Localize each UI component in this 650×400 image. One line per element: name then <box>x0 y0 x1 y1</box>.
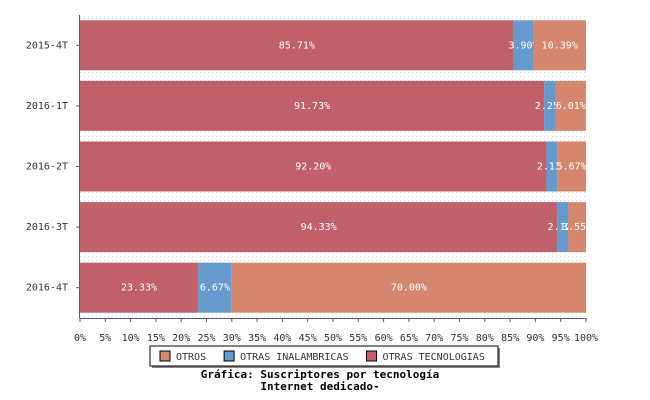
bar-segment <box>557 141 586 192</box>
bar-segment <box>80 202 558 253</box>
bar-segment <box>546 141 558 192</box>
legend-swatch <box>159 350 171 362</box>
bar-segment <box>80 80 545 131</box>
data-label: 5.67% <box>557 162 587 173</box>
x-tick-label: 65% <box>400 333 418 344</box>
x-tick-label: 70% <box>425 333 443 344</box>
legend-label: OTROS <box>176 352 206 363</box>
x-tick-label: 25% <box>197 333 215 344</box>
data-label: 2.13% <box>537 162 567 173</box>
data-label: 23.33% <box>121 283 157 294</box>
x-tick-label: 45% <box>299 333 317 344</box>
x-tick-label: 55% <box>349 333 367 344</box>
x-tick-label: 50% <box>324 333 342 344</box>
x-tick-label: 75% <box>450 333 468 344</box>
chart-subtitle: Internet dedicado- <box>260 380 379 393</box>
x-tick-label: 100% <box>574 333 598 344</box>
data-label: 3.90% <box>509 40 539 51</box>
data-label: 85.71% <box>279 40 315 51</box>
x-tick-label: 90% <box>526 333 544 344</box>
x-tick-label: 20% <box>172 333 190 344</box>
bar-segment <box>513 20 534 71</box>
data-label: 94.33% <box>301 222 337 233</box>
data-label: 6.01% <box>556 101 586 112</box>
x-tick-label: 80% <box>476 333 494 344</box>
bar-segment <box>544 80 556 131</box>
x-tick-label: 60% <box>375 333 393 344</box>
data-label: 10.39% <box>542 40 578 51</box>
x-tick-label: 0% <box>74 333 86 344</box>
bar-segment <box>533 20 586 71</box>
data-label: 91.73% <box>294 101 330 112</box>
bar-segment <box>231 262 587 313</box>
bar-segment <box>555 80 586 131</box>
x-tick-label: 35% <box>248 333 266 344</box>
x-tick-label: 30% <box>223 333 241 344</box>
legend-label: OTRAS INALAMBRICAS <box>240 352 348 363</box>
data-label: 6.67% <box>200 283 230 294</box>
bar-segment <box>557 202 569 253</box>
y-tick-label: 2016-1T <box>26 101 68 112</box>
data-label: 2.25% <box>535 101 565 112</box>
bar-segment <box>198 262 232 313</box>
y-tick-label: 2016-4T <box>26 283 68 294</box>
data-label: 70.00% <box>391 283 427 294</box>
chart-title: Gráfica: Suscriptores por tecnología <box>201 368 439 381</box>
bar-segment <box>80 262 199 313</box>
legend-swatch <box>223 350 235 362</box>
bar-segment <box>80 20 514 71</box>
x-tick-label: 10% <box>122 333 140 344</box>
x-tick-label: 15% <box>147 333 165 344</box>
x-tick-label: 85% <box>501 333 519 344</box>
legend-box <box>149 345 499 367</box>
bar-segment <box>80 141 547 192</box>
data-label: 92.20% <box>295 162 331 173</box>
x-tick-label: 40% <box>273 333 291 344</box>
data-label: 2.12% <box>548 222 578 233</box>
x-tick-label: 95% <box>552 333 570 344</box>
data-label: 3.55% <box>562 222 592 233</box>
y-tick-label: 2016-3T <box>26 222 68 233</box>
y-tick-label: 2015-4T <box>26 40 68 51</box>
bar-segment <box>568 202 586 253</box>
y-tick-label: 2016-2T <box>26 162 68 173</box>
legend-label: OTRAS TECNOLOGIAS <box>382 352 484 363</box>
legend-swatch <box>365 350 377 362</box>
x-tick-label: 5% <box>99 333 111 344</box>
